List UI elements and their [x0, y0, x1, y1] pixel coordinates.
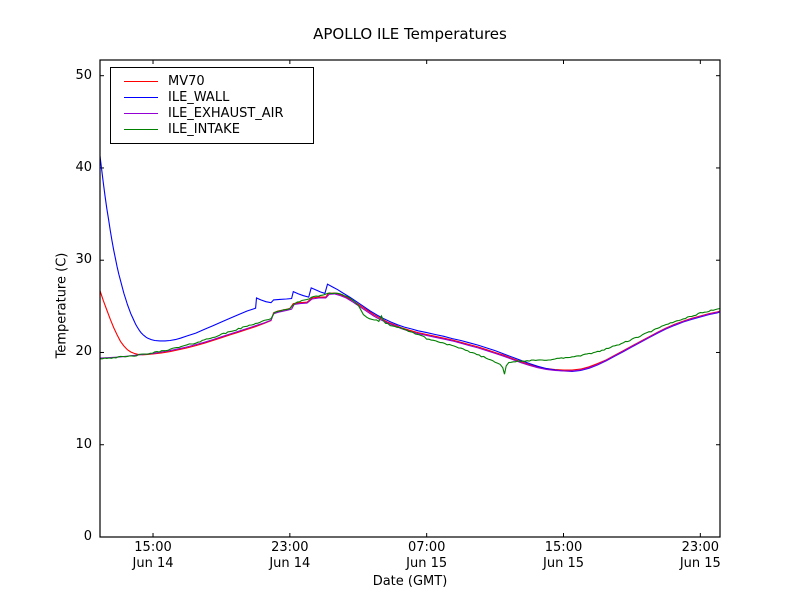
legend-label: ILE_EXHAUST_AIR [168, 105, 284, 121]
series-line-MV70 [100, 290, 720, 371]
ytick-label-10: 10 [75, 436, 92, 452]
legend-line-swatch [124, 128, 158, 130]
legend-line-swatch [124, 80, 158, 82]
xtick-label-0700-Jun15: 07:00 Jun 15 [406, 540, 448, 571]
ytick-label-20: 20 [75, 344, 92, 360]
series-line-ILE_INTAKE [100, 292, 720, 375]
ytick-label-40: 40 [75, 159, 92, 175]
legend-item-MV70: MV70 [111, 73, 313, 89]
xtick-label-2300-Jun15: 23:00 Jun 15 [679, 540, 721, 571]
xtick-label-2300-Jun14: 23:00 Jun 14 [269, 540, 311, 571]
ytick-label-0: 0 [83, 529, 92, 544]
legend-item-ILE_WALL: ILE_WALL [111, 89, 313, 105]
legend-label: MV70 [168, 73, 205, 89]
legend-label: ILE_WALL [168, 89, 230, 105]
xtick-label-1500-Jun15: 15:00 Jun 15 [543, 540, 584, 571]
x-axis-label: Date (GMT) [372, 574, 448, 589]
series-line-ILE_WALL [100, 155, 720, 372]
xtick-label-1500-Jun14: 15:00 Jun 14 [132, 540, 174, 571]
ytick-label-50: 50 [75, 67, 92, 83]
plot-frame [99, 59, 721, 538]
y-axis-label: Temperature (C) [54, 252, 70, 359]
legend-item-ILE_INTAKE: ILE_INTAKE [111, 121, 313, 137]
ytick-label-30: 30 [75, 252, 92, 268]
legend-label: ILE_INTAKE [168, 121, 240, 137]
legend-item-ILE_EXHAUST_AIR: ILE_EXHAUST_AIR [111, 105, 313, 121]
axis-ticks [100, 60, 720, 538]
chart-title: APOLLO ILE Temperatures [313, 25, 507, 43]
legend-line-swatch [124, 112, 158, 114]
legend: MV70 ILE_WALL ILE_EXHAUST_AIR ILE_INTAKE [110, 67, 314, 144]
series-line-ILE_EXHAUST_AIR [100, 293, 720, 372]
legend-line-swatch [124, 96, 158, 98]
